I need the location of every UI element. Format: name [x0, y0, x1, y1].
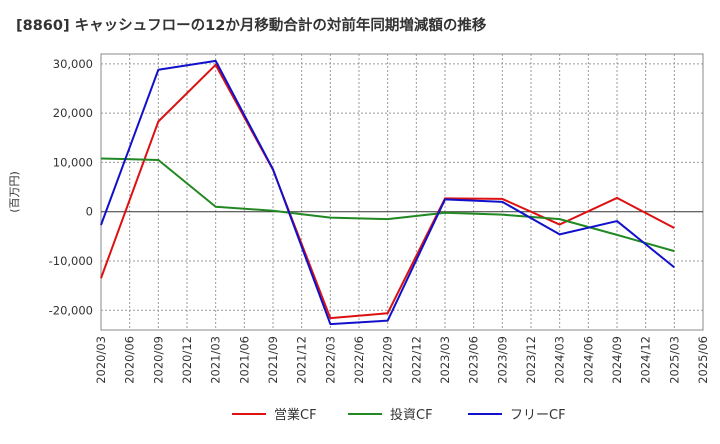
legend-label: フリーCF — [510, 408, 566, 423]
x-tick-label: 2023/03 — [438, 336, 452, 384]
grid-lines — [101, 54, 703, 330]
y-tick-label: 10,000 — [53, 155, 93, 169]
x-tick-label: 2022/06 — [352, 336, 366, 384]
legend: 営業CF 投資CF フリーCF — [232, 407, 566, 423]
x-tick-label: 2022/12 — [409, 336, 423, 384]
x-tick-label: 2020/06 — [123, 336, 137, 384]
x-tick-label: 2020/09 — [151, 336, 165, 384]
y-tick-label: -10,000 — [49, 254, 93, 268]
x-tick-label: 2024/12 — [639, 336, 653, 384]
y-tick-labels: -20,000 -10,000 0 10,000 20,000 30,000 — [49, 57, 93, 317]
x-tick-label: 2021/12 — [295, 336, 309, 384]
x-tick-label: 2022/09 — [381, 336, 395, 384]
series-line-1 — [100, 63, 675, 320]
legend-label: 投資CF — [390, 407, 433, 423]
x-tick-label: 2024/06 — [581, 336, 595, 384]
y-tick-label: 20,000 — [53, 106, 93, 120]
x-tick-label: 2020/03 — [94, 336, 108, 384]
y-axis-label: (百万円) — [8, 171, 21, 213]
x-tick-label: 2020/12 — [180, 336, 194, 384]
x-tick-label: 2021/09 — [266, 336, 280, 384]
x-tick-label: 2021/03 — [209, 336, 223, 384]
legend-label: 営業CF — [274, 407, 317, 423]
y-tick-label: 30,000 — [53, 57, 93, 71]
y-tick-label: -20,000 — [49, 303, 93, 317]
x-tick-label: 2024/03 — [553, 336, 567, 384]
x-tick-label: 2024/09 — [610, 336, 624, 384]
y-tick-label: 0 — [86, 205, 93, 219]
series-line-3 — [100, 59, 675, 326]
x-tick-label: 2023/12 — [524, 336, 538, 384]
x-tick-labels: 2020/03 2020/06 2020/09 2020/12 2021/03 2021/… — [94, 336, 710, 384]
x-tick-label: 2023/06 — [467, 336, 481, 384]
x-tick-label: 2022/03 — [323, 336, 337, 384]
x-tick-label: 2025/03 — [667, 336, 681, 384]
series-line-2 — [100, 157, 675, 253]
series-layer — [100, 59, 675, 326]
x-tick-label: 2023/09 — [495, 336, 509, 384]
chart-title: [8860] キャッシュフローの12か月移動合計の対前年同期増減額の推移 — [16, 16, 487, 34]
x-tick-label: 2025/06 — [696, 336, 710, 384]
x-tick-label: 2021/06 — [237, 336, 251, 384]
